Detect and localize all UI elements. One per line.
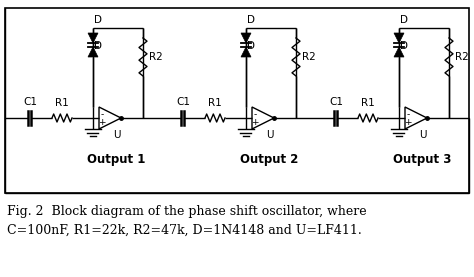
Text: -: - xyxy=(254,110,257,119)
Polygon shape xyxy=(394,33,404,43)
Text: Fig. 2  Block diagram of the phase shift oscillator, where: Fig. 2 Block diagram of the phase shift … xyxy=(7,206,366,219)
Text: Output 2: Output 2 xyxy=(240,153,298,166)
Text: D: D xyxy=(400,15,408,25)
Text: R2: R2 xyxy=(302,52,316,62)
Text: U: U xyxy=(113,130,120,140)
Text: +: + xyxy=(404,118,412,127)
Text: R2: R2 xyxy=(455,52,469,62)
Bar xyxy=(5,8,469,193)
Polygon shape xyxy=(88,47,98,57)
Polygon shape xyxy=(394,47,404,57)
Text: D: D xyxy=(94,15,102,25)
Text: U: U xyxy=(419,130,427,140)
Text: +: + xyxy=(251,118,259,127)
Text: U: U xyxy=(266,130,273,140)
Text: D: D xyxy=(94,41,102,51)
Text: -: - xyxy=(406,110,410,119)
Text: R1: R1 xyxy=(361,98,375,108)
Text: R2: R2 xyxy=(149,52,163,62)
Text: D: D xyxy=(400,41,408,51)
Text: R1: R1 xyxy=(208,98,222,108)
Text: R1: R1 xyxy=(55,98,69,108)
Text: C1: C1 xyxy=(23,97,37,107)
Text: C1: C1 xyxy=(176,97,190,107)
Polygon shape xyxy=(241,47,251,57)
Polygon shape xyxy=(241,33,251,43)
Text: D: D xyxy=(247,15,255,25)
Text: C1: C1 xyxy=(329,97,343,107)
Text: D: D xyxy=(247,41,255,51)
Text: -: - xyxy=(100,110,104,119)
Text: +: + xyxy=(98,118,106,127)
Text: Output 1: Output 1 xyxy=(87,153,145,166)
Text: C=100nF, R1=22k, R2=47k, D=1N4148 and U=LF411.: C=100nF, R1=22k, R2=47k, D=1N4148 and U=… xyxy=(7,224,362,237)
Polygon shape xyxy=(88,33,98,43)
Text: Output 3: Output 3 xyxy=(393,153,451,166)
